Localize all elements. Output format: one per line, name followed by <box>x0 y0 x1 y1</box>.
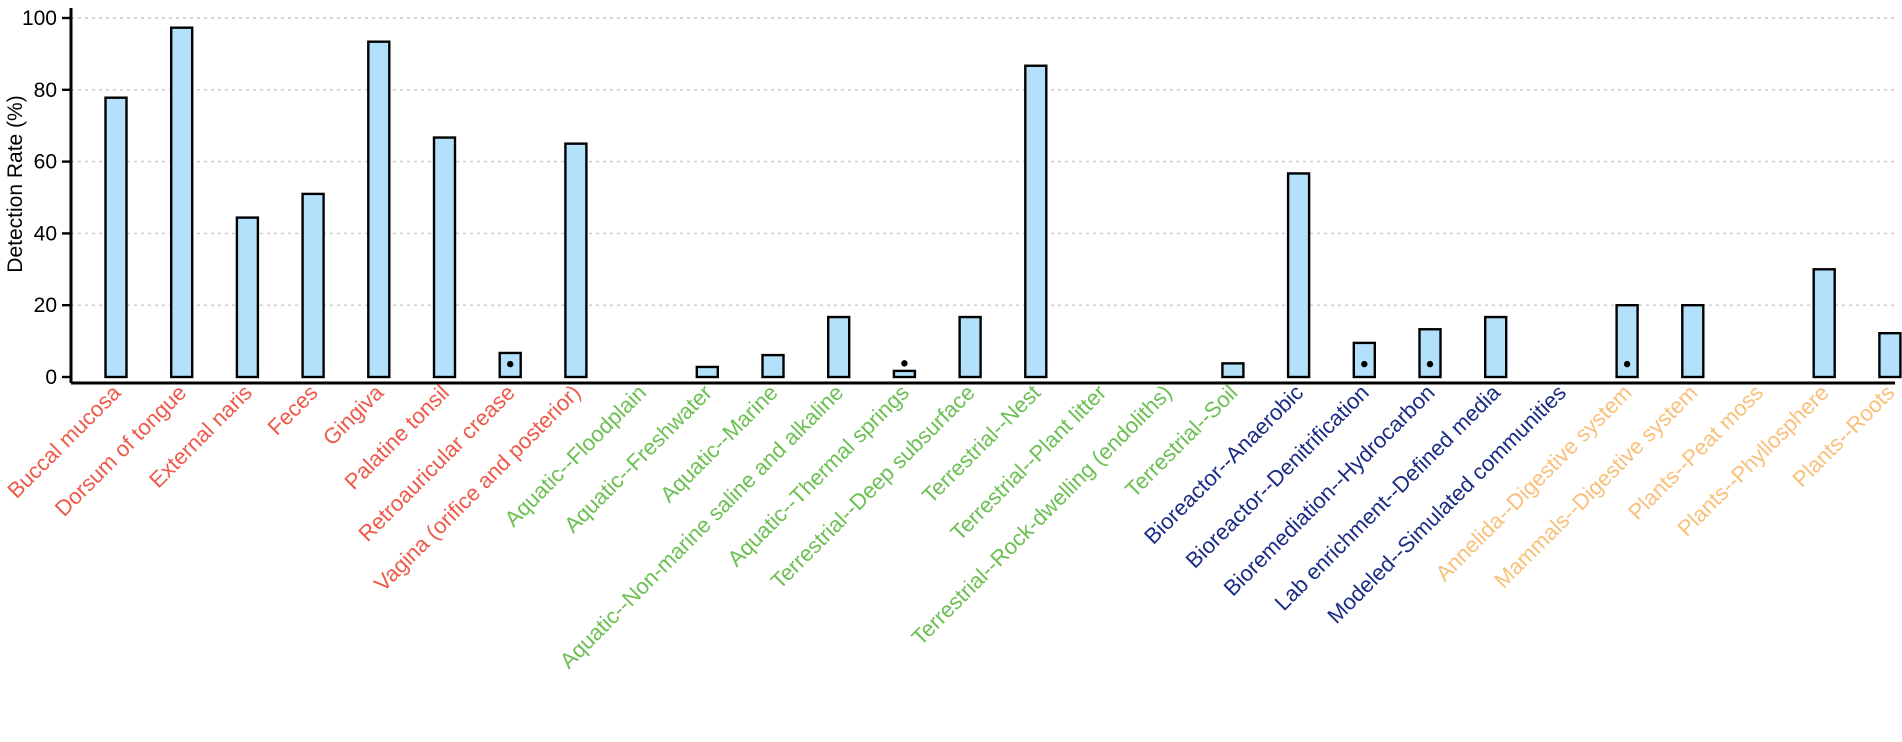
category-label: Modeled--Simulated communities <box>1322 380 1571 629</box>
y-axis-ticks: 0 20 40 60 80 100 <box>22 7 71 389</box>
y-tick-label: 100 <box>22 7 57 30</box>
bar <box>761 353 785 379</box>
bar <box>367 40 391 379</box>
bar <box>1483 315 1508 379</box>
bar <box>695 365 719 379</box>
bars <box>104 26 1902 379</box>
y-axis-title: Detection Rate (%) <box>4 95 27 272</box>
bar <box>235 216 260 379</box>
category-label: Feces <box>263 380 323 440</box>
y-tick-label: 60 <box>34 151 57 174</box>
y-tick-label: 80 <box>34 79 57 102</box>
bar <box>104 96 128 379</box>
point-marker <box>1361 360 1368 368</box>
bar <box>1024 64 1048 379</box>
point-marker <box>1623 360 1631 368</box>
bar <box>1418 328 1442 379</box>
bar <box>1352 341 1377 379</box>
bar <box>827 315 851 379</box>
category-label: Buccal mucosa <box>2 379 126 503</box>
bar <box>1878 332 1902 379</box>
bar <box>958 315 982 379</box>
y-tick-label: 0 <box>45 366 57 389</box>
category-label: Terrestrial--Soil <box>1120 380 1242 502</box>
point-marker <box>507 360 514 368</box>
bar <box>1286 172 1311 379</box>
category-label: Aquatic--Marine <box>655 380 782 507</box>
category-label: Terrestrial--Nest <box>917 380 1045 508</box>
bar <box>301 192 325 379</box>
bar <box>1681 304 1705 379</box>
y-tick-label: 40 <box>34 222 57 245</box>
bar <box>1812 268 1836 379</box>
y-tick-label: 20 <box>34 294 57 317</box>
gridlines <box>71 17 1895 306</box>
bar <box>432 136 457 379</box>
point-marker <box>901 360 908 367</box>
bar <box>564 142 588 379</box>
bar <box>892 369 917 379</box>
bar <box>169 26 194 379</box>
point-markers <box>507 360 1631 368</box>
bar <box>1221 362 1245 379</box>
point-marker <box>1426 360 1434 368</box>
bar <box>1615 304 1639 379</box>
